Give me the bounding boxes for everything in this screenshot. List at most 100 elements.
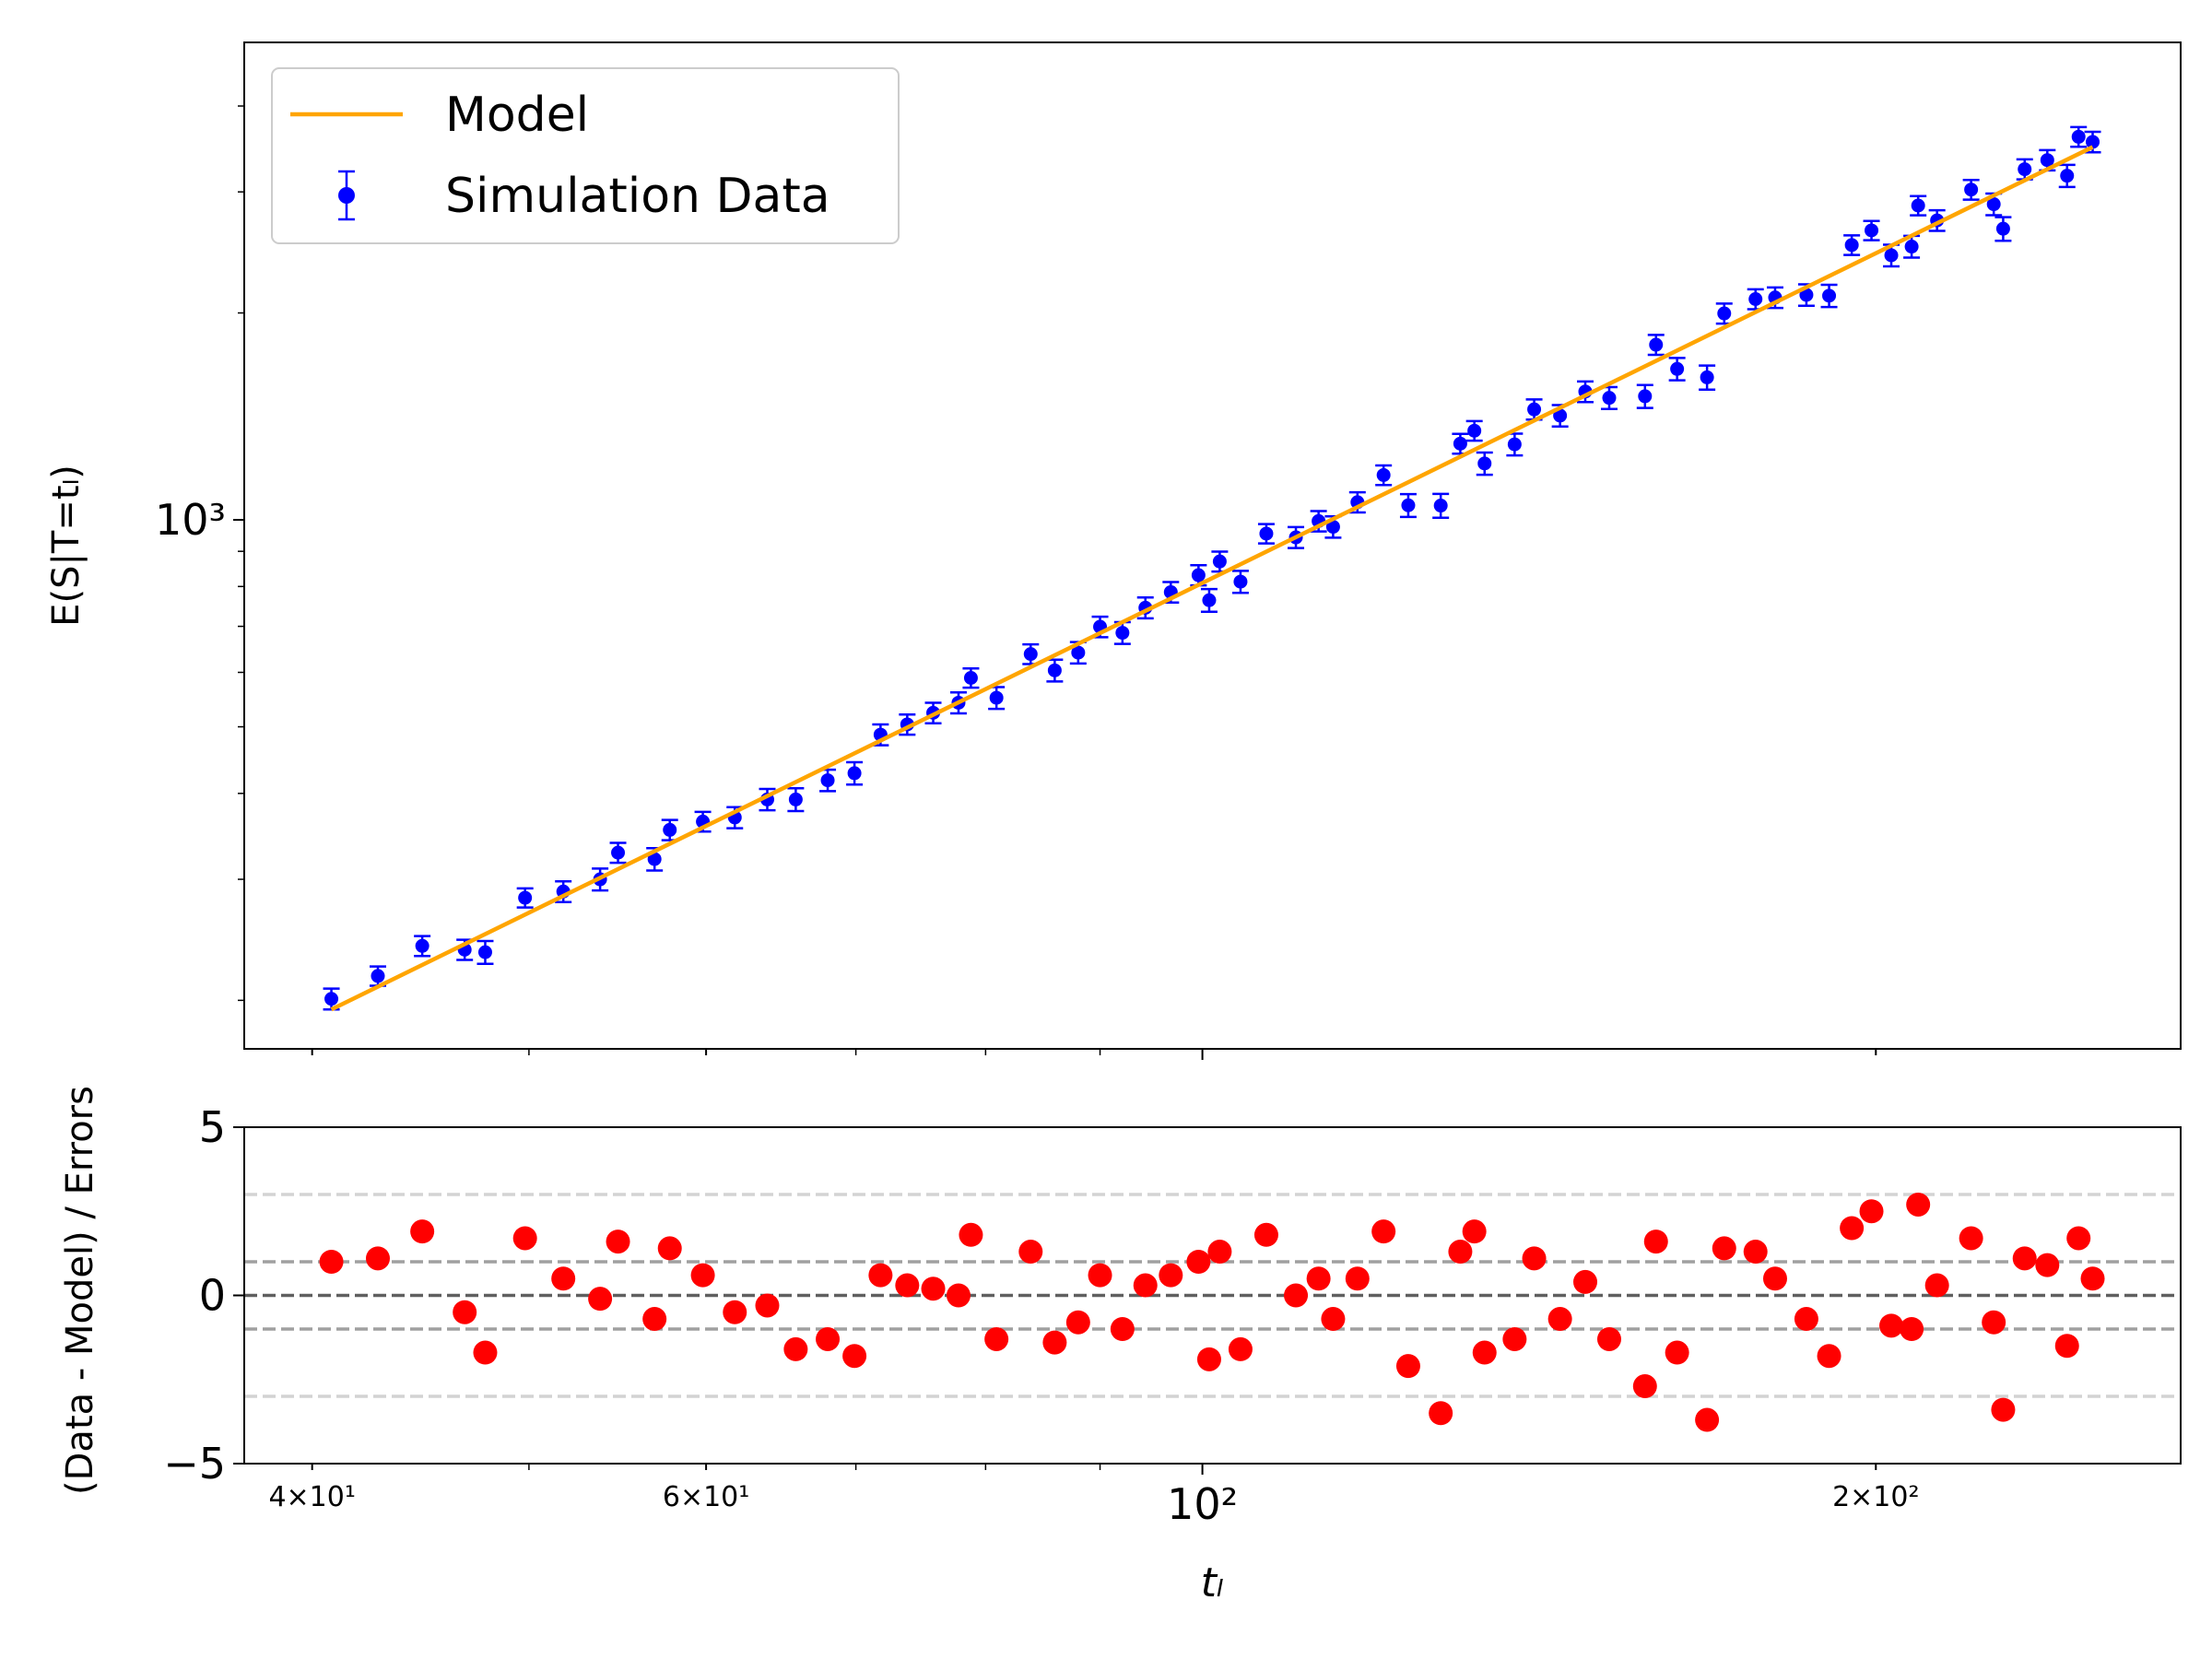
x-tick-label: 4×10¹ bbox=[268, 1481, 355, 1513]
data-point bbox=[1700, 370, 1714, 384]
residual-point bbox=[410, 1219, 435, 1244]
residual-point bbox=[1088, 1263, 1112, 1288]
residual-point bbox=[588, 1287, 613, 1312]
residual-point bbox=[453, 1300, 477, 1324]
residual-point bbox=[1924, 1273, 1949, 1298]
data-point bbox=[1401, 498, 1416, 512]
residual-point bbox=[1643, 1230, 1668, 1254]
data-point bbox=[2086, 135, 2100, 149]
residual-point bbox=[1596, 1326, 1621, 1351]
residual-point bbox=[1321, 1307, 1346, 1332]
residual-point bbox=[783, 1336, 808, 1361]
data-point bbox=[1717, 306, 1732, 321]
residual-point bbox=[946, 1283, 971, 1308]
residual-point bbox=[1253, 1222, 1278, 1247]
residual-point bbox=[1306, 1266, 1331, 1291]
data-point bbox=[1638, 389, 1653, 404]
data-point bbox=[477, 945, 492, 959]
top-axes-frame bbox=[243, 41, 2182, 1050]
residual-point bbox=[959, 1222, 983, 1247]
data-point bbox=[1649, 337, 1664, 352]
residual-point bbox=[1547, 1307, 1572, 1332]
data-point bbox=[1986, 197, 2001, 212]
data-point bbox=[1602, 391, 1617, 406]
data-point bbox=[1191, 568, 1206, 582]
residual-point bbox=[1284, 1283, 1309, 1308]
data-point bbox=[1047, 663, 1062, 677]
residual-point bbox=[1743, 1240, 1768, 1265]
legend-box bbox=[271, 67, 900, 244]
residual-point bbox=[1695, 1407, 1720, 1432]
residual-point bbox=[365, 1246, 390, 1271]
data-point bbox=[1259, 526, 1274, 541]
residual-point bbox=[1879, 1313, 1904, 1338]
residual-point bbox=[755, 1293, 780, 1318]
data-point bbox=[1467, 423, 1482, 438]
residual-point bbox=[1762, 1266, 1787, 1291]
residual-point bbox=[1371, 1219, 1396, 1244]
residual-point bbox=[1982, 1310, 2006, 1335]
data-point bbox=[1115, 626, 1130, 641]
data-point bbox=[1325, 520, 1340, 535]
residual-point bbox=[868, 1263, 893, 1288]
data-point bbox=[1477, 456, 1492, 471]
data-point bbox=[518, 890, 533, 905]
residual-point bbox=[1472, 1340, 1497, 1365]
data-point bbox=[1212, 554, 1227, 569]
data-point bbox=[1553, 408, 1568, 423]
residual-point bbox=[1959, 1226, 1983, 1251]
residual-point bbox=[1665, 1340, 1689, 1365]
residual-point bbox=[1900, 1317, 1924, 1341]
residual-point bbox=[842, 1344, 867, 1369]
residual-point bbox=[1906, 1192, 1931, 1217]
residual-point bbox=[1065, 1310, 1090, 1335]
residual-point bbox=[723, 1300, 747, 1324]
residual-point bbox=[1207, 1240, 1232, 1265]
data-point bbox=[2040, 153, 2054, 168]
data-point bbox=[611, 845, 626, 860]
residual-point bbox=[1817, 1344, 1841, 1369]
residual-point bbox=[1522, 1246, 1547, 1271]
data-point bbox=[1202, 593, 1217, 607]
data-point bbox=[1233, 574, 1248, 589]
legend-label: Simulation Data bbox=[445, 169, 830, 224]
residual-point bbox=[657, 1236, 682, 1261]
residual-point bbox=[606, 1230, 630, 1254]
residual-point bbox=[1196, 1347, 1221, 1371]
residual-point bbox=[1502, 1326, 1527, 1351]
residual-point bbox=[1186, 1250, 1211, 1274]
data-point bbox=[989, 690, 1004, 705]
bottom-axes-frame bbox=[243, 1126, 2182, 1465]
residual-point bbox=[1345, 1266, 1370, 1291]
residual-point bbox=[1859, 1199, 1884, 1224]
data-point bbox=[1904, 240, 1919, 254]
data-point bbox=[1071, 645, 1086, 660]
residual-point bbox=[2035, 1253, 2060, 1277]
data-point bbox=[963, 671, 978, 686]
y-tick-label: 10³ bbox=[155, 495, 226, 545]
data-point bbox=[1670, 361, 1685, 376]
residual-point bbox=[1429, 1401, 1453, 1426]
residual-point bbox=[642, 1307, 667, 1332]
data-point bbox=[1433, 499, 1448, 513]
data-point bbox=[820, 773, 835, 788]
data-point bbox=[1023, 647, 1038, 662]
residual-point bbox=[690, 1263, 715, 1288]
residual-point bbox=[1462, 1219, 1487, 1244]
data-point bbox=[1822, 288, 1837, 303]
residual-point bbox=[551, 1266, 576, 1291]
data-point bbox=[663, 822, 677, 837]
legend-label: Model bbox=[445, 88, 589, 143]
data-point bbox=[1748, 292, 1763, 307]
residual-point bbox=[1228, 1336, 1253, 1361]
residual-point bbox=[512, 1226, 537, 1251]
residual-point bbox=[1042, 1330, 1067, 1355]
data-point bbox=[1911, 198, 1925, 213]
y-tick-label: −5 bbox=[163, 1439, 226, 1488]
residual-point bbox=[895, 1273, 920, 1298]
model-line bbox=[330, 145, 2094, 1012]
residual-point bbox=[1712, 1236, 1736, 1261]
data-point bbox=[2060, 169, 2075, 183]
